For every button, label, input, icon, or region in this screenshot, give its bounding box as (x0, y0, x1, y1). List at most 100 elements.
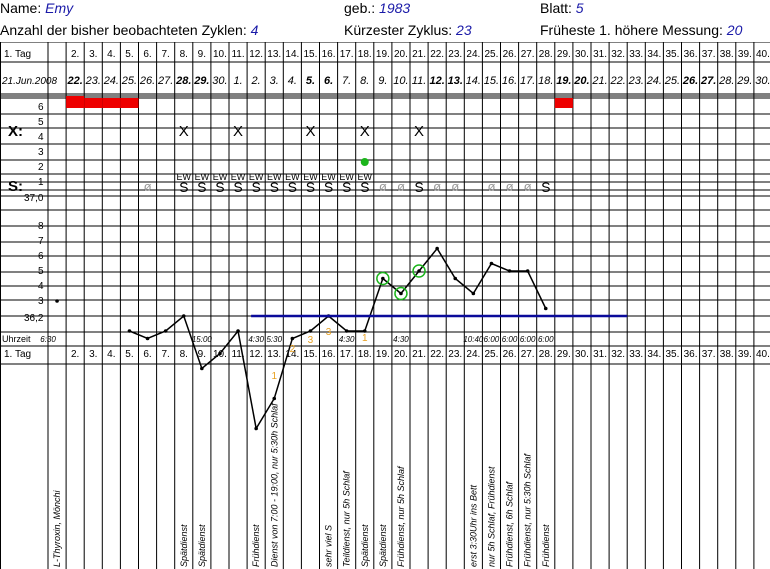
temperature-point (55, 299, 59, 303)
s-mark: S (324, 179, 333, 195)
note-text: sehr viel S (324, 525, 334, 567)
note-text: Frühdienst (541, 524, 551, 567)
s-mark: S (288, 179, 297, 195)
day-number: 32. (611, 49, 625, 60)
day-number: 35. (665, 49, 679, 60)
temp-scale-tick: 4 (38, 281, 44, 292)
temp-scale-tick: 5 (38, 266, 44, 277)
date-label: 25. (121, 75, 137, 87)
temperature-point (417, 269, 421, 273)
s-faint-mark: ø (144, 179, 152, 194)
day-number-bottom: 32. (611, 349, 625, 360)
temperature-point (308, 329, 313, 333)
bleeding-bar (84, 98, 103, 108)
day-number-bottom: 20. (394, 349, 408, 360)
ew-label: EW (177, 172, 192, 182)
note-text: Frühdienst, 6h Schlaf (505, 480, 515, 567)
note-text: Frühdienst, nur 5:30h Schlaf (523, 452, 533, 567)
date-label: 9. (378, 75, 387, 87)
ew-label: EW (339, 172, 354, 182)
day-number-bottom: 27. (521, 349, 535, 360)
ew-label: EW (267, 172, 282, 182)
date-label: 30. (755, 75, 770, 87)
ew-label: EW (321, 172, 336, 182)
s-row-label: S: (8, 178, 23, 195)
date-label: 24. (646, 75, 662, 87)
name-field: Name: Emy (0, 0, 73, 16)
date-label: 27. (157, 75, 173, 87)
day-number-bottom: 2. (71, 349, 79, 360)
temp-base-label: 37,0 (24, 193, 44, 204)
higher-measurement-circle (376, 271, 390, 286)
date-label: 29. (193, 75, 209, 87)
s-mark: S (306, 179, 315, 195)
temp-low-label: 36,2 (24, 313, 44, 324)
birth-field: geb.: 1983 (344, 0, 410, 16)
earliest-measurement-value: 20 (726, 22, 743, 38)
temp-scale-tick: 3 (38, 296, 44, 307)
temperature-point (218, 351, 222, 356)
day-number-bottom: 30. (575, 349, 589, 360)
date-label: 7. (342, 75, 351, 87)
date-label: 24. (103, 75, 119, 87)
day-number-bottom: 6. (143, 349, 151, 360)
temperature-point (543, 306, 548, 311)
x-mark: X (233, 123, 243, 140)
date-label: 28. (175, 75, 191, 87)
temperature-point (471, 291, 476, 296)
day-number: 37. (702, 49, 716, 60)
date-label: 25. (664, 75, 680, 87)
date-label: 10. (393, 75, 408, 87)
bleeding-scale-tick: 2 (38, 162, 44, 173)
day-number-bottom: 22. (430, 349, 444, 360)
day-number: 20. (394, 49, 408, 60)
sheet-value: 5 (575, 0, 584, 16)
time-label: 10:40 (463, 335, 484, 344)
day-number-bottom: 25. (484, 349, 498, 360)
day-number-bottom: 9. (198, 349, 206, 360)
bleeding-bar (554, 98, 573, 108)
ew-label: EW (195, 172, 210, 182)
note-text: nur 5h Schlaf, Frühdienst (486, 466, 496, 567)
x-row-label: X: (8, 123, 23, 140)
time-label: 6:00 (538, 335, 554, 344)
note-text: Dienst von 7:00 - 19:00, nur 5:30h Schla… (269, 402, 279, 567)
day-number: 23. (448, 49, 462, 60)
day-number: 24. (466, 49, 480, 60)
day-number: 14. (285, 49, 299, 60)
s-faint-mark: ø (397, 179, 405, 194)
day-number: 26. (503, 49, 517, 60)
s-mark: S (251, 179, 260, 195)
note-text: Spätdienst (378, 524, 388, 567)
temperature-point (507, 269, 512, 273)
time-label: 15:00 (192, 335, 213, 344)
s-faint-mark: ø (487, 179, 495, 194)
day-number: 13. (267, 49, 281, 60)
temperature-point (236, 329, 240, 333)
day-row-label-bottom: 1. Tag (4, 349, 31, 360)
temperature-point (272, 396, 277, 401)
temperature-point (200, 366, 204, 371)
temperature-point (362, 329, 367, 333)
date-label: 26. (682, 75, 698, 87)
bleeding-scale-tick: 1 (38, 177, 44, 188)
day-number-bottom: 21. (412, 349, 426, 360)
higher-measurement-circle (394, 286, 408, 301)
day-number-bottom: 11. (231, 349, 244, 360)
day-number-bottom: 12. (249, 349, 263, 360)
day-number-bottom: 5. (125, 349, 133, 360)
day-number-bottom: 33. (629, 349, 643, 360)
day-number: 27. (521, 49, 535, 60)
bleeding-scale-tick: 3 (38, 147, 44, 158)
day-number: 31. (593, 49, 607, 60)
temperature-point (290, 336, 295, 341)
s-mark: S (215, 179, 224, 195)
day-row-label: 1. Tag (4, 49, 31, 60)
date-label: 18. (538, 75, 553, 87)
day-number: 29. (557, 49, 571, 60)
temp-scale-tick: 8 (38, 221, 44, 232)
s-mark: S (179, 179, 188, 195)
note-text: erst 3:30Uhr ins Bett (468, 484, 478, 567)
day-number: 33. (629, 49, 643, 60)
count-mark: 3 (308, 335, 314, 346)
